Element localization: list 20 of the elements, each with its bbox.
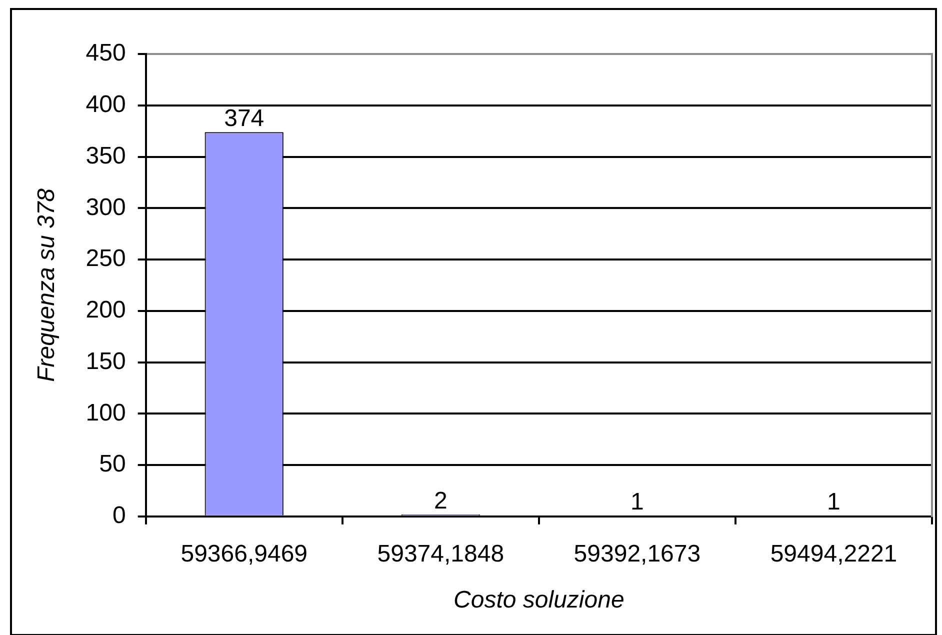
x-tick-label: 59494,2221	[770, 540, 898, 568]
data-label: 374	[224, 105, 264, 132]
data-label: 1	[827, 488, 840, 516]
x-tick-label: 59366,9469	[180, 540, 308, 568]
y-tick-label: 400	[86, 91, 126, 118]
y-tick-label: 200	[86, 296, 126, 324]
y-tick-label: 300	[86, 194, 126, 221]
y-tick-label: 150	[86, 348, 126, 375]
y-tick-label: 250	[86, 245, 126, 272]
data-label: 2	[434, 487, 448, 514]
x-tick-label: 59374,1848	[377, 540, 504, 568]
y-tick-label: 350	[86, 142, 126, 170]
y-tick-label: 50	[99, 450, 126, 478]
y-axis-title: Frequenza su 378	[33, 188, 60, 382]
x-tick-label: 59392,1673	[574, 540, 701, 568]
data-label: 1	[630, 488, 644, 516]
y-tick-label: 450	[86, 40, 126, 67]
x-axis-title: Costo soluzione	[454, 586, 624, 614]
y-tick-label: 0	[112, 502, 126, 530]
y-tick-label: 100	[86, 399, 126, 426]
